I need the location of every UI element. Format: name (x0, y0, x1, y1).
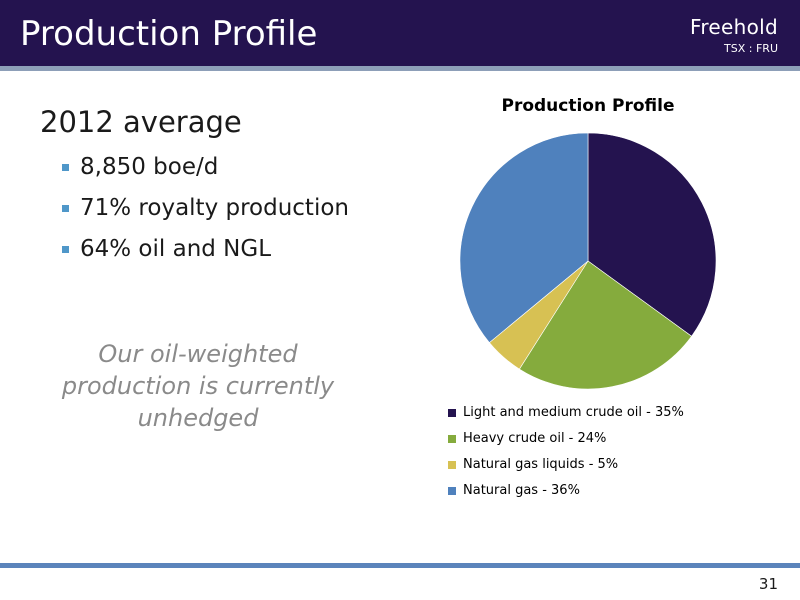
tagline: Our oil-weighted production is currently… (61, 340, 335, 432)
chart-title: Production Profile (501, 96, 675, 116)
bullet-list: 8,850 boe/d 71% royalty production 64% o… (62, 152, 349, 275)
legend-item: Light and medium crude oil - 35% (448, 400, 684, 426)
bullet-item: 71% royalty production (62, 193, 349, 234)
pie-chart (459, 132, 717, 390)
legend-label: Natural gas liquids - 5% (463, 457, 619, 472)
bullet-marker-icon (62, 246, 69, 253)
footer-divider (0, 563, 800, 568)
legend-label: Natural gas - 36% (463, 483, 580, 498)
slide-title: Production Profile (20, 14, 318, 54)
logo-ticker: TSX : FRU (724, 42, 778, 55)
pie-slice-1 (518, 260, 692, 390)
logo-name: Freehold (689, 15, 778, 39)
legend-swatch (448, 487, 456, 495)
legend-item: Heavy crude oil - 24% (448, 426, 684, 452)
page-number: 31 (758, 575, 778, 593)
legend-label: Heavy crude oil - 24% (463, 431, 607, 446)
legend-item: Natural gas - 36% (448, 478, 684, 504)
bullet-item: 64% oil and NGL (62, 234, 349, 275)
legend-label: Light and medium crude oil - 35% (463, 405, 684, 420)
bullet-text: 71% royalty production (80, 195, 349, 221)
bullet-text: 8,850 boe/d (80, 154, 219, 180)
bullet-marker-icon (62, 205, 69, 212)
legend-swatch (448, 435, 456, 443)
bullet-item: 8,850 boe/d (62, 152, 349, 193)
chart-legend: Light and medium crude oil - 35% Heavy c… (448, 400, 684, 504)
pie-slice-0 (587, 132, 717, 337)
legend-item: Natural gas liquids - 5% (448, 452, 684, 478)
legend-swatch (448, 409, 456, 417)
content-heading: 2012 average (40, 105, 242, 139)
legend-swatch (448, 461, 456, 469)
company-logo: Freehold TSX : FRU (690, 16, 778, 56)
header-divider (0, 66, 800, 71)
bullet-text: 64% oil and NGL (80, 236, 272, 262)
header-bar: Production Profile Freehold TSX : FRU (0, 0, 800, 66)
pie-slice-3 (459, 132, 589, 344)
bullet-marker-icon (62, 164, 69, 171)
